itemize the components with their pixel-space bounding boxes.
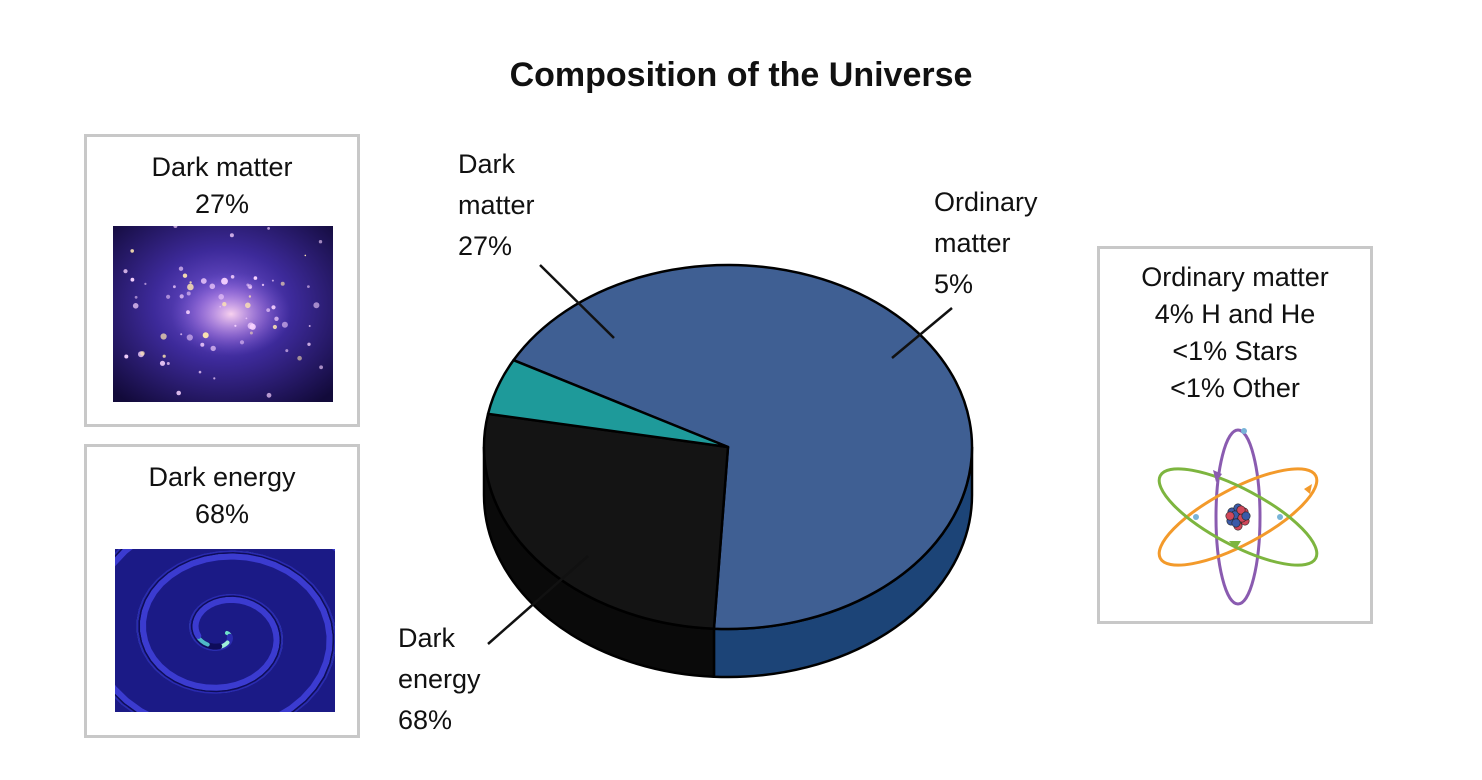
- nucleus: [1225, 503, 1251, 531]
- galaxy-cluster-image: [113, 226, 333, 402]
- slice-label-dark-matter: Dark matter 27%: [458, 149, 535, 261]
- orbit-arrow-orange: [1304, 484, 1312, 494]
- leader-line-dark-matter: [539, 264, 615, 339]
- ordinary-matter-line-3: <1% Other: [1170, 373, 1300, 403]
- pie-slice-labels: Dark energy 68% Dark matter 27% Ordinary matter…: [398, 149, 1038, 735]
- dark-matter-panel-title: Dark matter: [151, 152, 293, 182]
- pie-top-slices: [482, 263, 974, 631]
- pie-slice-dark-matter: [482, 412, 730, 630]
- orbit-arrow-green: [1229, 541, 1241, 549]
- chart-title: Composition of the Universe: [509, 56, 973, 94]
- electron: [1241, 428, 1247, 434]
- electron: [1193, 514, 1199, 520]
- ordinary-matter-panel-title: Ordinary matter: [1141, 262, 1329, 292]
- dark-matter-panel: Dark matter 27%: [84, 134, 360, 427]
- leader-line-dark-energy: [487, 555, 589, 645]
- swirl-image: [115, 549, 335, 712]
- leader-line-ordinary-matter: [891, 307, 953, 359]
- ordinary-matter-line-1: 4% H and He: [1154, 299, 1316, 329]
- dark-energy-panel-title: Dark energy: [148, 462, 296, 492]
- pie-slice-ordinary-matter: [486, 358, 730, 449]
- orbit-purple: [1214, 428, 1262, 606]
- ordinary-matter-panel: Ordinary matter 4% H and He <1% Stars <1…: [1097, 246, 1373, 624]
- orbit-green: [1157, 467, 1319, 567]
- pie-slice-dark-energy: [512, 263, 974, 631]
- slice-label-dark-energy: Dark energy 68%: [398, 623, 481, 735]
- dark-matter-panel-value: 27%: [194, 189, 250, 219]
- atom-icon: [1157, 428, 1319, 606]
- dark-energy-panel: Dark energy 68%: [84, 444, 360, 738]
- dark-energy-panel-value: 68%: [194, 499, 250, 529]
- electron: [1277, 514, 1283, 520]
- orbit-orange: [1157, 467, 1319, 567]
- pie-leader-lines: [487, 264, 953, 645]
- slice-label-ordinary-matter: Ordinary matter 5%: [934, 187, 1038, 299]
- orbit-arrow-purple: [1213, 470, 1222, 482]
- ordinary-matter-line-2: <1% Stars: [1172, 336, 1298, 366]
